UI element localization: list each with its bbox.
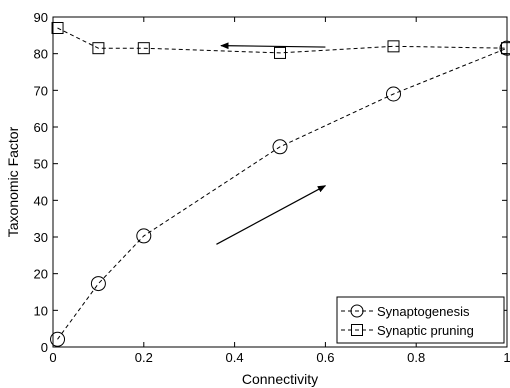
legend-label-synaptogenesis: Synaptogenesis bbox=[377, 304, 470, 319]
y-tick-label: 30 bbox=[34, 230, 48, 245]
data-point-synaptogenesis bbox=[50, 331, 66, 347]
annotation-arrow-2 bbox=[216, 185, 327, 245]
y-tick-label: 80 bbox=[34, 47, 48, 62]
y-tick-label: 10 bbox=[34, 303, 48, 318]
y-tick-label: 90 bbox=[34, 10, 48, 25]
data-point-synaptogenesis bbox=[386, 86, 401, 102]
annotation-arrow-1 bbox=[220, 42, 326, 50]
annotation-layer bbox=[216, 42, 327, 245]
x-tick-label: 0.2 bbox=[135, 350, 153, 365]
data-point-synaptogenesis bbox=[272, 139, 288, 155]
data-point-synaptogenesis bbox=[499, 40, 510, 56]
x-tick-label: 1 bbox=[503, 350, 510, 365]
data-point-synaptic-pruning bbox=[92, 42, 105, 55]
data-point-synaptogenesis bbox=[90, 276, 106, 292]
y-tick-label: 0 bbox=[41, 340, 48, 355]
legend: Synaptogenesis Synaptic pruning bbox=[336, 296, 505, 344]
y-tick-label: 70 bbox=[34, 83, 48, 98]
y-tick-label: 60 bbox=[34, 120, 48, 135]
x-tick-label: 0 bbox=[49, 350, 56, 365]
series-layer bbox=[50, 22, 510, 347]
data-point-synaptic-pruning bbox=[274, 46, 286, 59]
y-tick-label: 50 bbox=[34, 157, 48, 172]
legend-box bbox=[336, 296, 505, 344]
data-point-synaptic-pruning bbox=[387, 40, 400, 53]
plot-area bbox=[52, 16, 508, 348]
x-axis-label: Connectivity bbox=[242, 371, 318, 387]
legend-marker-synaptogenesis bbox=[350, 304, 364, 318]
data-point-synaptogenesis bbox=[136, 228, 152, 244]
y-tick-label: 20 bbox=[34, 267, 48, 282]
y-tick-label: 40 bbox=[34, 193, 48, 208]
x-tick-label: 0.6 bbox=[316, 350, 334, 365]
legend-label-synaptic-pruning: Synaptic pruning bbox=[377, 323, 474, 338]
series-line-synaptic-pruning bbox=[57, 27, 508, 54]
data-point-synaptic-pruning bbox=[501, 42, 510, 55]
data-point-synaptic-pruning bbox=[51, 22, 64, 34]
data-point-synaptic-pruning bbox=[137, 42, 150, 55]
x-tick-label: 0.4 bbox=[226, 350, 244, 365]
legend-marker-synaptic-pruning bbox=[351, 324, 363, 336]
x-tick-label: 0.8 bbox=[407, 350, 425, 365]
y-axis-label: Taxonomic Factor bbox=[5, 126, 21, 237]
series-line-synaptogenesis bbox=[57, 47, 508, 340]
